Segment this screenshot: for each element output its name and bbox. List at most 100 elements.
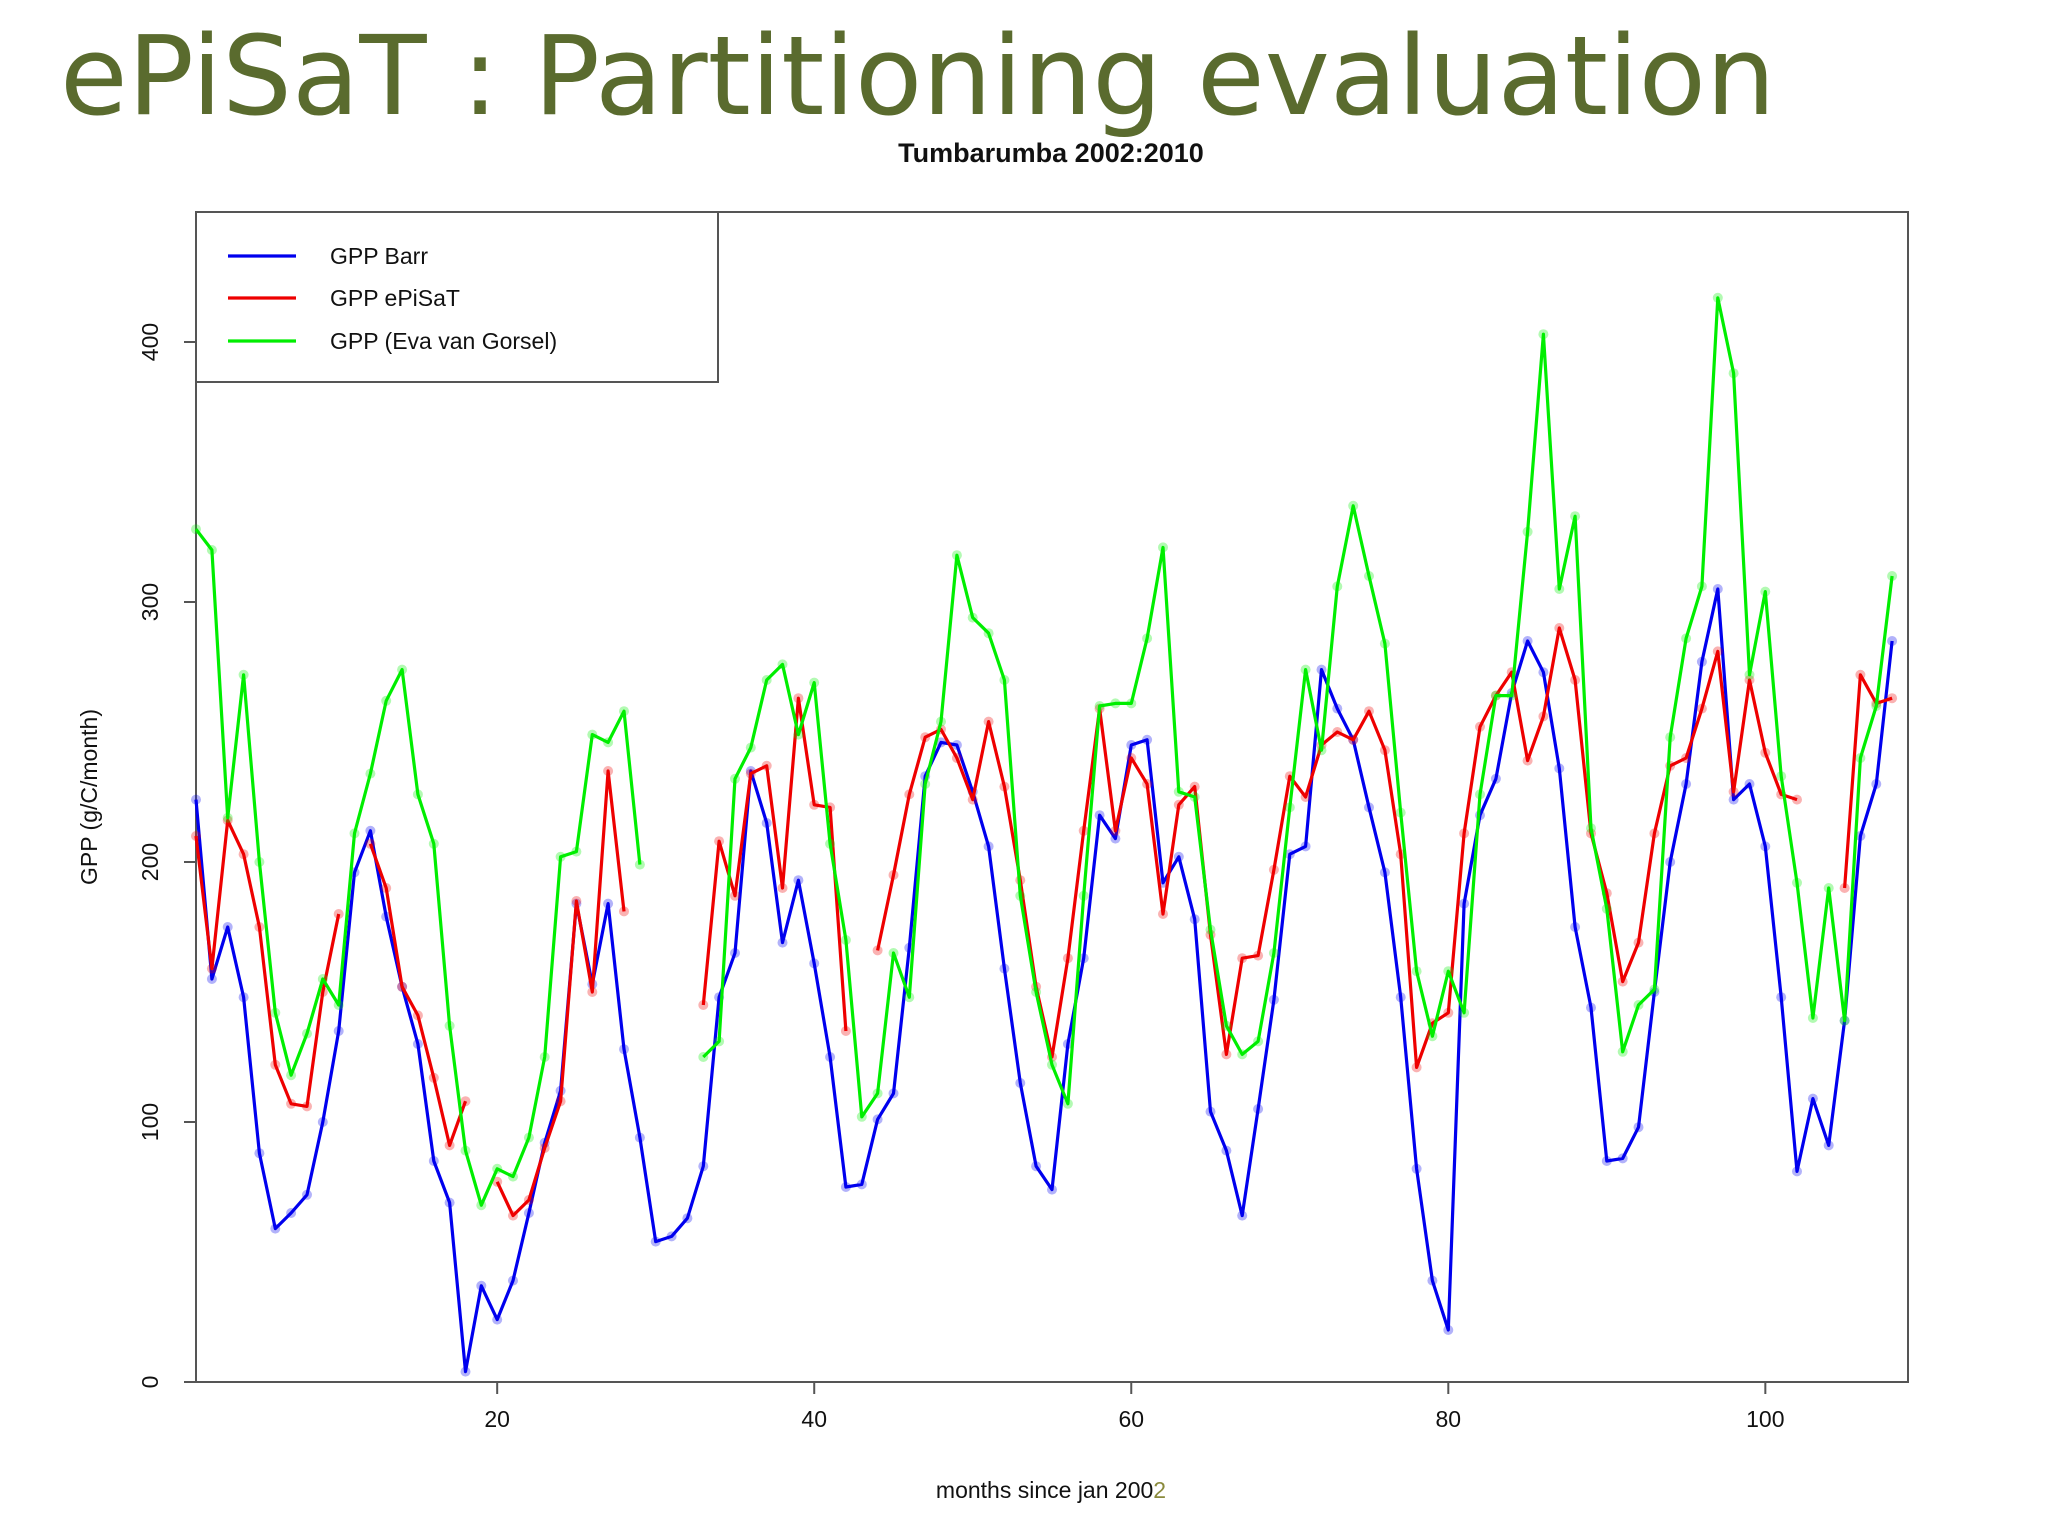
data-point (730, 773, 740, 784)
data-point (302, 1028, 312, 1039)
data-point (1062, 953, 1073, 964)
data-point (1427, 1275, 1438, 1286)
data-point (1459, 898, 1470, 909)
data-point (222, 812, 233, 823)
data-point (1522, 526, 1533, 537)
data-point (983, 716, 994, 727)
data-point (793, 875, 804, 886)
data-point (920, 779, 931, 789)
data-point (1823, 883, 1834, 893)
data-point (1110, 825, 1121, 836)
plot-frame (195, 211, 1909, 1383)
data-point (1126, 698, 1137, 709)
data-point (714, 1036, 725, 1047)
data-point (1760, 586, 1771, 597)
data-point (745, 768, 756, 779)
y-tick-label: 100 (137, 1103, 163, 1141)
data-point (492, 1163, 503, 1174)
data-point (714, 836, 725, 847)
data-point (1268, 994, 1279, 1005)
data-point (730, 890, 740, 901)
data-point (365, 768, 376, 779)
data-point (238, 849, 249, 860)
data-point (1522, 636, 1533, 646)
series-layer (191, 292, 1898, 1377)
data-point (745, 742, 756, 753)
data-point (1253, 1104, 1264, 1114)
data-point (951, 550, 962, 561)
data-point (1522, 755, 1533, 766)
data-point (983, 628, 994, 639)
data-point (1395, 807, 1406, 818)
data-point (333, 1000, 344, 1010)
data-point (1173, 851, 1184, 862)
data-point (1665, 857, 1676, 867)
legend-label-gpp-episat: GPP ePiSaT (330, 285, 460, 311)
data-point (856, 1111, 867, 1122)
data-point (1142, 734, 1153, 745)
data-point (634, 1132, 645, 1143)
data-point (1554, 623, 1565, 633)
data-point (365, 838, 376, 849)
data-point (508, 1210, 518, 1221)
data-point (666, 1231, 677, 1242)
data-point (1570, 675, 1581, 685)
data-point (254, 922, 265, 932)
data-point (999, 675, 1010, 685)
data-point (270, 1007, 281, 1018)
data-point (1554, 763, 1565, 774)
x-axis-label-accent: 2 (1153, 1477, 1166, 1503)
data-point (302, 1189, 312, 1200)
data-point (1237, 1210, 1248, 1221)
data-point (936, 716, 946, 727)
data-point (1617, 976, 1628, 987)
data-point (222, 815, 233, 826)
data-point (1316, 745, 1327, 756)
data-point (619, 706, 629, 717)
data-point (1110, 833, 1121, 844)
data-point (1586, 1002, 1596, 1013)
data-point (793, 729, 804, 740)
data-point (1189, 781, 1200, 792)
data-point (460, 1366, 471, 1377)
data-point (444, 1140, 455, 1151)
data-point (381, 695, 392, 706)
data-point (1395, 992, 1406, 1003)
data-point (508, 1275, 518, 1286)
data-point (523, 1208, 534, 1218)
data-point (428, 838, 439, 849)
data-point (1696, 703, 1707, 714)
data-point (983, 841, 994, 852)
data-point (1792, 1166, 1802, 1177)
data-point (191, 524, 201, 535)
data-point (1205, 924, 1216, 935)
data-point (302, 1101, 312, 1112)
data-point (1332, 727, 1343, 737)
data-point (1237, 1049, 1248, 1060)
data-point (1173, 799, 1184, 810)
data-point (619, 1044, 629, 1055)
data-point (1855, 753, 1866, 763)
data-point (1601, 903, 1612, 914)
x-axis-label-text: months since jan 200 (936, 1477, 1153, 1503)
data-point (1443, 1325, 1454, 1335)
series-line-gpp-episat (194, 626, 1893, 1218)
data-point (206, 545, 217, 555)
data-point (1744, 675, 1755, 685)
data-point (1538, 711, 1549, 722)
data-point (1364, 706, 1374, 717)
data-point (1078, 825, 1089, 836)
data-point (1601, 1156, 1612, 1166)
data-point (1538, 329, 1549, 340)
data-point (1221, 1020, 1232, 1031)
data-point (1712, 646, 1723, 657)
data-point (1760, 747, 1771, 758)
data-point (1047, 1059, 1057, 1070)
data-point (1649, 987, 1660, 997)
data-point (1776, 771, 1787, 782)
data-point (1807, 1013, 1818, 1023)
data-point (587, 987, 598, 997)
data-point (191, 831, 201, 841)
data-point (1379, 745, 1390, 756)
data-point (1839, 883, 1850, 893)
